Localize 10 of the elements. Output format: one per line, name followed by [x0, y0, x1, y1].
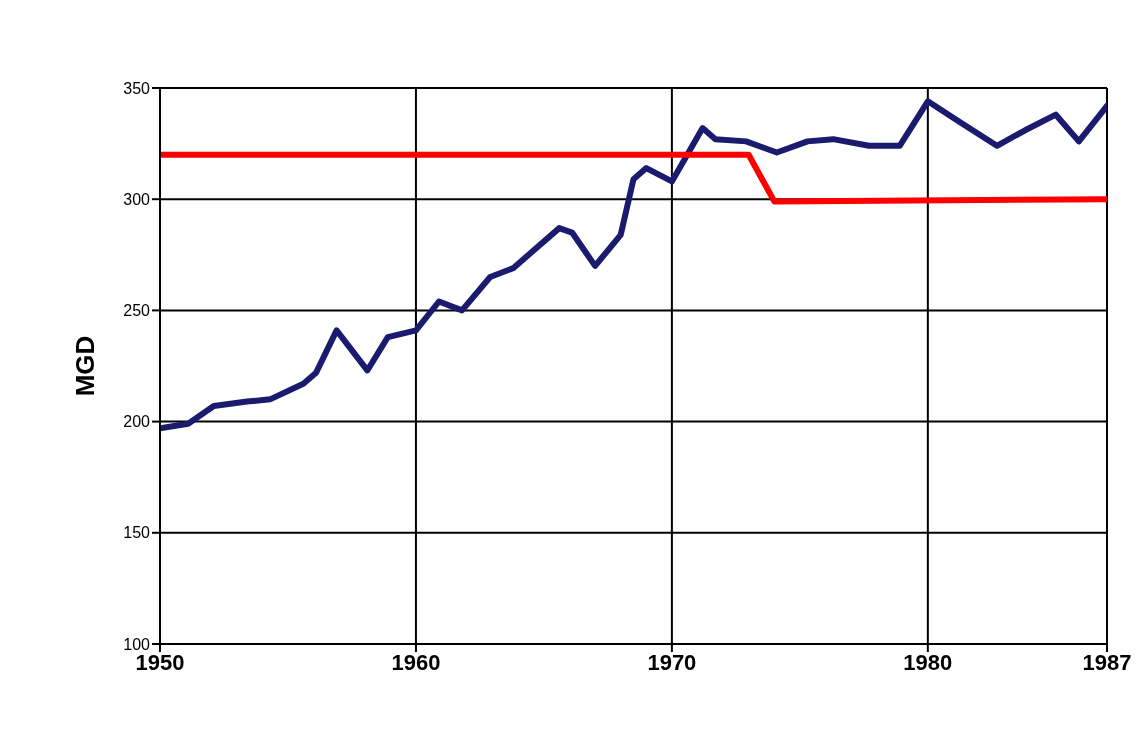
y-tick-label: 300: [123, 190, 151, 208]
x-tick-label: 1987: [1082, 649, 1132, 675]
x-tick-label: 1980: [903, 649, 953, 675]
y-tick-label: 350: [123, 79, 151, 97]
y-tick-label: 250: [123, 302, 151, 320]
x-tick-label: 1960: [391, 649, 441, 675]
y-axis-title: MGD: [70, 335, 101, 397]
y-tick-label: 200: [123, 413, 151, 431]
y-tick-label: 150: [123, 524, 151, 542]
x-tick-label: 1970: [647, 649, 697, 675]
